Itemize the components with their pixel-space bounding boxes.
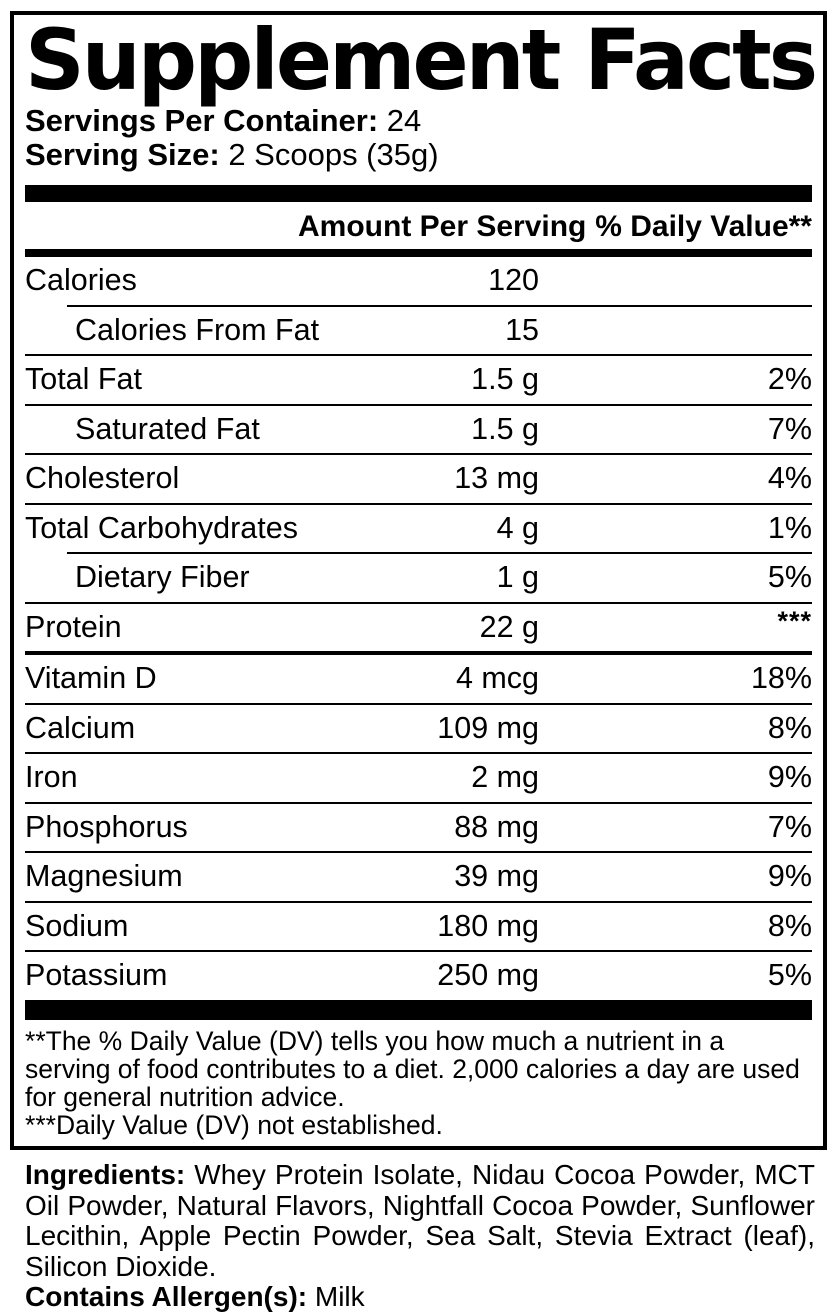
- daily-value-header: % Daily Value**: [595, 210, 812, 243]
- row-separator: [67, 552, 812, 554]
- nutrient-daily-value: 8%: [767, 710, 812, 745]
- nutrient-name: Potassium: [25, 958, 168, 993]
- nutrient-daily-value: 2%: [767, 362, 812, 397]
- facts-rows: Calories 120 Calories From Fat 15 Total …: [25, 257, 812, 1000]
- nutrient-amount: 120: [488, 263, 539, 298]
- nutrient-name: Calories From Fat: [75, 312, 320, 347]
- allergen-value: Milk: [314, 1281, 365, 1312]
- nutrient-name: Total Fat: [25, 362, 142, 397]
- nutrient-amount: 250 mg: [437, 958, 539, 993]
- label-title: Supplement Facts: [25, 11, 818, 109]
- nutrient-row: Vitamin D 4 mcg 18%: [25, 655, 812, 703]
- nutrient-row: Dietary Fiber 1 g 5%: [25, 554, 812, 602]
- row-separator: [25, 752, 812, 754]
- servings-per-container: Servings Per Container: 24: [25, 104, 812, 138]
- row-separator: [25, 801, 812, 804]
- servings-per-container-value: 24: [386, 103, 422, 138]
- nutrient-amount: 109 mg: [437, 710, 539, 745]
- nutrient-name: Dietary Fiber: [75, 560, 250, 595]
- nutrient-daily-value: ***: [777, 605, 812, 636]
- nutrient-row: Iron 2 mg 9%: [25, 754, 812, 802]
- row-separator: [67, 304, 812, 307]
- nutrient-daily-value: 5%: [767, 958, 812, 993]
- row-separator: [25, 851, 812, 853]
- nutrient-amount: 15: [505, 312, 539, 347]
- nutrient-name: Protein: [25, 609, 122, 644]
- nutrient-amount: 2 mg: [471, 760, 539, 795]
- row-separator: [25, 502, 812, 505]
- nutrient-row: Total Carbohydrates 4 g 1%: [25, 505, 812, 553]
- nutrient-daily-value: 9%: [767, 760, 812, 795]
- ingredients-line: Ingredients: Whey Protein Isolate, Nidau…: [25, 1159, 816, 1282]
- allergen-line: Contains Allergen(s): Milk: [25, 1281, 815, 1313]
- nutrient-name: Vitamin D: [25, 661, 157, 696]
- nutrient-amount: 1.5 g: [471, 362, 539, 397]
- nutrient-daily-value: 9%: [767, 859, 812, 894]
- nutrient-amount: 4 g: [496, 510, 539, 545]
- nutrient-amount: 1 g: [496, 560, 539, 595]
- ingredients-label: Ingredients:: [25, 1159, 186, 1190]
- nutrient-row: Magnesium 39 mg 9%: [25, 853, 812, 901]
- serving-size: Serving Size: 2 Scoops (35g): [25, 138, 812, 172]
- row-separator: [25, 900, 812, 903]
- serving-size-label: Serving Size:: [25, 137, 220, 172]
- nutrient-row: Calories 120: [25, 257, 812, 305]
- nutrient-name: Calories: [25, 263, 137, 298]
- serving-size-value: 2 Scoops (35g): [228, 137, 439, 172]
- nutrient-name: Cholesterol: [25, 461, 180, 496]
- row-separator: [25, 453, 812, 455]
- amount-per-serving-header: Amount Per Serving: [298, 210, 587, 243]
- nutrient-row: Saturated Fat 1.5 g 7%: [25, 406, 812, 454]
- row-separator: [25, 354, 812, 356]
- nutrient-name: Phosphorus: [25, 809, 188, 844]
- nutrient-name: Magnesium: [25, 859, 183, 894]
- row-separator: [25, 601, 812, 604]
- nutrient-daily-value: 1%: [767, 510, 812, 545]
- nutrient-daily-value: 18%: [750, 661, 812, 696]
- nutrient-amount: 4 mcg: [455, 661, 539, 696]
- supplement-facts-panel: Supplement Facts Servings Per Container:…: [10, 11, 827, 1150]
- nutrient-row: Sodium 180 mg 8%: [25, 903, 812, 951]
- nutrient-row: Phosphorus 88 mg 7%: [25, 804, 812, 852]
- nutrient-amount: 13 mg: [454, 461, 539, 496]
- nutrient-name: Iron: [25, 760, 78, 795]
- nutrient-row: Potassium 250 mg 5%: [25, 952, 812, 1000]
- nutrient-name: Total Carbohydrates: [25, 510, 298, 545]
- nutrient-amount: 22 g: [479, 609, 539, 644]
- table-header-divider-bar: [25, 249, 812, 257]
- nutrient-name: Calcium: [25, 710, 136, 745]
- facts-table-header: Amount Per Serving % Daily Value**: [25, 202, 812, 249]
- row-separator: [25, 950, 812, 952]
- footnote-divider-bar: [25, 999, 812, 1020]
- servings-per-container-label: Servings Per Container:: [25, 103, 379, 138]
- nutrient-row: Total Fat 1.5 g 2%: [25, 356, 812, 404]
- nutrient-amount: 1.5 g: [471, 411, 539, 446]
- nutrient-row: Cholesterol 13 mg 4%: [25, 455, 812, 503]
- nutrient-name: Saturated Fat: [75, 411, 260, 446]
- header-divider-bar: [25, 185, 812, 202]
- nutrient-daily-value: 4%: [767, 461, 812, 496]
- nutrient-name: Sodium: [25, 908, 129, 943]
- nutrient-row: Calcium 109 mg 8%: [25, 705, 812, 753]
- nutrient-daily-value: 7%: [767, 411, 812, 446]
- nutrient-daily-value: 5%: [767, 560, 812, 595]
- nutrient-daily-value: 7%: [767, 809, 812, 844]
- row-separator: [25, 702, 812, 705]
- row-separator: [25, 651, 812, 655]
- nutrient-daily-value: 8%: [767, 908, 812, 943]
- allergen-label: Contains Allergen(s):: [25, 1281, 308, 1312]
- ingredients-section: Ingredients: Whey Protein Isolate, Nidau…: [25, 1159, 816, 1313]
- nutrient-row: Calories From Fat 15: [25, 307, 812, 355]
- nutrient-amount: 180 mg: [437, 908, 539, 943]
- nutrient-row: Protein 22 g ***: [25, 604, 812, 652]
- nutrient-amount: 88 mg: [454, 809, 539, 844]
- daily-value-footnote: **The % Daily Value (DV) tells you how m…: [25, 1025, 800, 1112]
- footnotes: **The % Daily Value (DV) tells you how m…: [25, 1020, 812, 1139]
- nutrient-amount: 39 mg: [454, 859, 539, 894]
- ingredients-text: Whey Protein Isolate, Nidau Cocoa Powder…: [25, 1159, 816, 1282]
- row-separator: [25, 403, 812, 406]
- not-established-footnote: ***Daily Value (DV) not established.: [25, 1109, 443, 1140]
